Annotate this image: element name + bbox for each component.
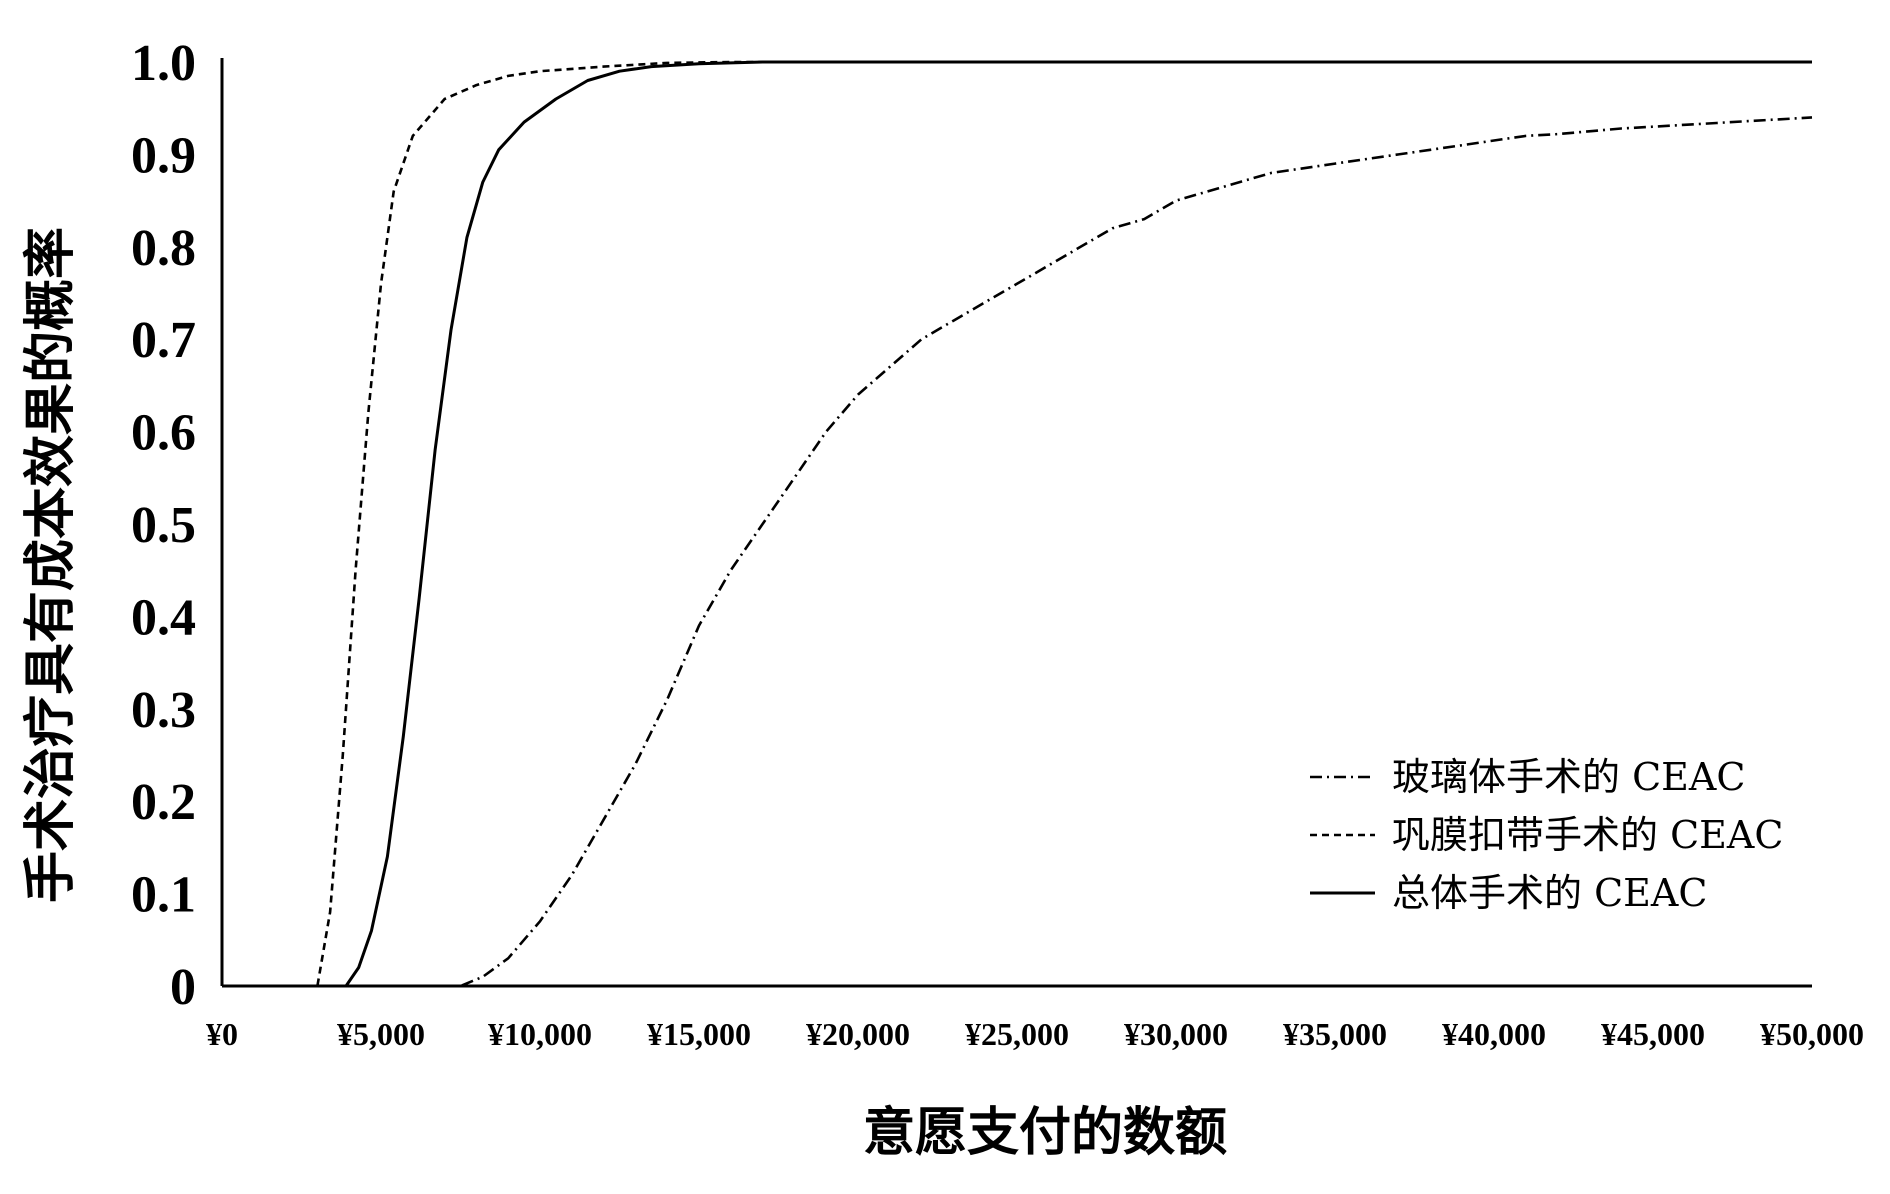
x-tick-label: ¥10,000 bbox=[488, 1016, 592, 1052]
y-tick-label: 0 bbox=[170, 959, 196, 1016]
x-tick-label: ¥30,000 bbox=[1124, 1016, 1228, 1052]
y-tick-label: 0.1 bbox=[131, 867, 196, 924]
y-tick-label: 0.2 bbox=[131, 774, 196, 831]
series-line-3 bbox=[222, 60, 1812, 988]
x-tick-label: ¥0 bbox=[206, 1016, 238, 1052]
legend-label-1: 玻璃体手术的 CEAC bbox=[1392, 755, 1745, 799]
series-line-2 bbox=[222, 60, 1812, 988]
legend-label-2: 巩膜扣带手术的 CEAC bbox=[1392, 813, 1783, 857]
x-tick-label: ¥50,000 bbox=[1760, 1016, 1864, 1052]
y-tick-label: 1.0 bbox=[131, 35, 196, 92]
y-tick-label: 0.9 bbox=[131, 127, 196, 184]
legend: 玻璃体手术的 CEAC 巩膜扣带手术的 CEAC 总体手术的 CEAC bbox=[1310, 755, 1783, 915]
x-axis-title: 意愿支付的数额 bbox=[863, 1102, 1227, 1163]
x-tick-label: ¥20,000 bbox=[806, 1016, 910, 1052]
y-tick-label: 0.8 bbox=[131, 220, 196, 277]
x-tick-label: ¥25,000 bbox=[965, 1016, 1069, 1052]
y-tick-label: 0.4 bbox=[131, 589, 196, 646]
y-tick-label: 0.6 bbox=[131, 405, 196, 462]
x-axis-ticks: ¥0 ¥5,000 ¥10,000 ¥15,000 ¥20,000 ¥25,000 ¥30,… bbox=[206, 1016, 1864, 1052]
plot-area bbox=[220, 58, 1813, 988]
x-tick-label: ¥35,000 bbox=[1283, 1016, 1387, 1052]
y-axis-title: 手术治疗具有成本效果的概率 bbox=[20, 227, 81, 903]
x-tick-label: ¥15,000 bbox=[647, 1016, 751, 1052]
y-tick-label: 0.3 bbox=[131, 682, 196, 739]
x-tick-label: ¥40,000 bbox=[1442, 1016, 1546, 1052]
x-tick-label: ¥5,000 bbox=[337, 1016, 425, 1052]
x-tick-label: ¥45,000 bbox=[1601, 1016, 1705, 1052]
legend-label-3: 总体手术的 CEAC bbox=[1392, 871, 1707, 915]
y-axis-ticks: 0 0.1 0.2 0.3 0.4 0.5 0.6 0.7 0.8 0.9 1.0 bbox=[131, 35, 196, 1016]
y-tick-label: 0.7 bbox=[131, 312, 196, 369]
y-tick-label: 0.5 bbox=[131, 497, 196, 554]
series-line-1 bbox=[222, 116, 1813, 988]
